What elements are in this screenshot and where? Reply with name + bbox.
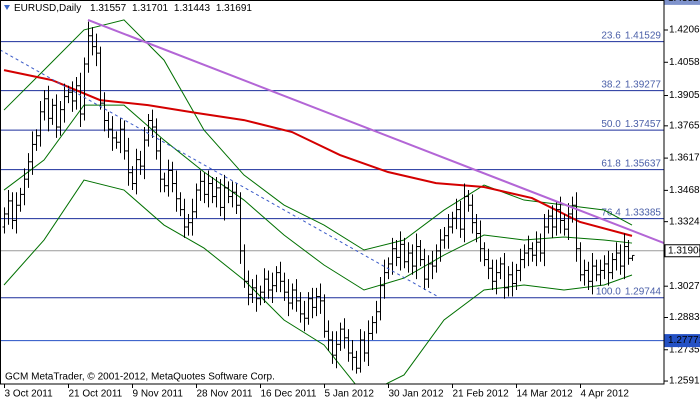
fib-ratio: 50.0	[601, 119, 621, 130]
price-marker-box	[664, 334, 700, 348]
indicator-line	[3, 104, 633, 291]
y-tick-label: 1.30275	[669, 281, 700, 292]
y-tick-label: 1.3905	[669, 90, 700, 101]
chart-header: EURUSD,Daily 1.31557 1.31701 1.31443 1.3…	[14, 3, 252, 14]
fib-label: 61.8 1.35637	[601, 158, 661, 169]
y-tick-label: 1.2591	[669, 376, 700, 387]
y-tick-label: 1.28835	[669, 312, 700, 323]
y-tick-label: 1.3617	[669, 153, 700, 164]
symbol-icon	[4, 5, 10, 10]
price-marker-label: 1.31906	[668, 245, 700, 256]
header-high: 1.31701	[132, 3, 169, 14]
y-tick-label: 1.33245	[669, 216, 700, 227]
x-tick-label: 16 Dec 2011	[261, 389, 317, 400]
y-tick-label: 1.2735	[669, 344, 700, 355]
y-tick-label: 1.42065	[669, 25, 700, 36]
price-marker-label: 1.4352	[668, 0, 699, 4]
plot-frame	[0, 0, 665, 385]
x-tick-label: 30 Jan 2012	[389, 389, 444, 400]
fib-price: 1.39277	[625, 79, 662, 90]
header-close: 1.31691	[216, 3, 253, 14]
fib-ratio: 38.2	[601, 79, 621, 90]
x-tick-label: 21 Oct 2011	[69, 389, 123, 400]
y-tick-label: 1.4058	[669, 57, 700, 68]
header-open: 1.31557	[90, 3, 127, 14]
fib-label: 23.6 1.41529	[601, 30, 661, 41]
indicator-line	[3, 179, 633, 384]
fib-label: 100.0 1.29744	[596, 286, 662, 297]
fib-price: 1.35637	[625, 158, 662, 169]
price-marker-box	[664, 0, 700, 5]
copyright: GCM MetaTrader, © 2001-2012, MetaQuotes …	[5, 372, 275, 383]
fib-ratio: 100.0	[596, 286, 621, 297]
indicator-line	[3, 69, 633, 237]
fib-label: 50.0 1.37457	[601, 119, 661, 130]
fib-label: 76.4 1.33385	[601, 207, 661, 218]
trendline	[87, 18, 664, 244]
price-marker-label: 1.27771	[668, 335, 700, 346]
x-tick-label: 3 Oct 2011	[5, 389, 54, 400]
symbol: EURUSD,Daily	[14, 3, 81, 14]
trendline	[0, 49, 441, 299]
x-tick-label: 4 Apr 2012	[581, 389, 630, 400]
fib-ratio: 61.8	[601, 158, 621, 169]
fib-price: 1.33385	[625, 207, 662, 218]
x-tick-label: 14 Mar 2012	[517, 389, 574, 400]
fib-price: 1.37457	[625, 119, 662, 130]
fib-label: 38.2 1.39277	[601, 79, 661, 90]
y-tick-label: 1.37655	[669, 120, 700, 131]
x-tick-label: 9 Nov 2011	[133, 389, 184, 400]
header-low: 1.31443	[174, 3, 211, 14]
plot-area: 23.6 1.41529 38.2 1.39277 50.0 1.37457 61.8 1.3…	[0, 18, 664, 384]
fib-price: 1.41529	[625, 30, 662, 41]
price-marker-box	[664, 244, 700, 258]
y-tick-label: 1.34685	[669, 185, 700, 196]
fib-price: 1.29744	[625, 286, 662, 297]
fib-ratio: 76.4	[601, 207, 621, 218]
fib-ratio: 23.6	[601, 30, 621, 41]
x-tick-label: 5 Jan 2012	[325, 389, 375, 400]
x-tick-label: 28 Nov 2011	[197, 389, 253, 400]
x-tick-label: 21 Feb 2012	[453, 389, 510, 400]
